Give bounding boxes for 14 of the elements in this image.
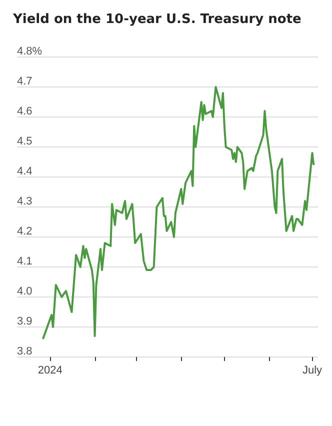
- y-tick-label: 4.0: [17, 286, 32, 298]
- y-tick-label: 4.7: [17, 76, 32, 88]
- x-tick-label: July: [302, 364, 323, 376]
- y-tick-label: 4.8%: [17, 46, 42, 58]
- y-tick-label: 4.4: [17, 166, 32, 178]
- y-tick-label: 4.6: [17, 106, 32, 118]
- y-tick-label: 4.5: [17, 136, 32, 148]
- y-tick-label: 4.1: [17, 256, 32, 268]
- y-tick-label: 3.9: [17, 316, 32, 328]
- x-tick-label: 2024: [38, 364, 62, 376]
- y-tick-label: 3.8: [17, 346, 32, 358]
- y-tick-label: 4.2: [17, 226, 32, 238]
- chart-title: Yield on the 10-year U.S. Treasury note: [12, 12, 302, 27]
- y-tick-label: 4.3: [17, 196, 32, 208]
